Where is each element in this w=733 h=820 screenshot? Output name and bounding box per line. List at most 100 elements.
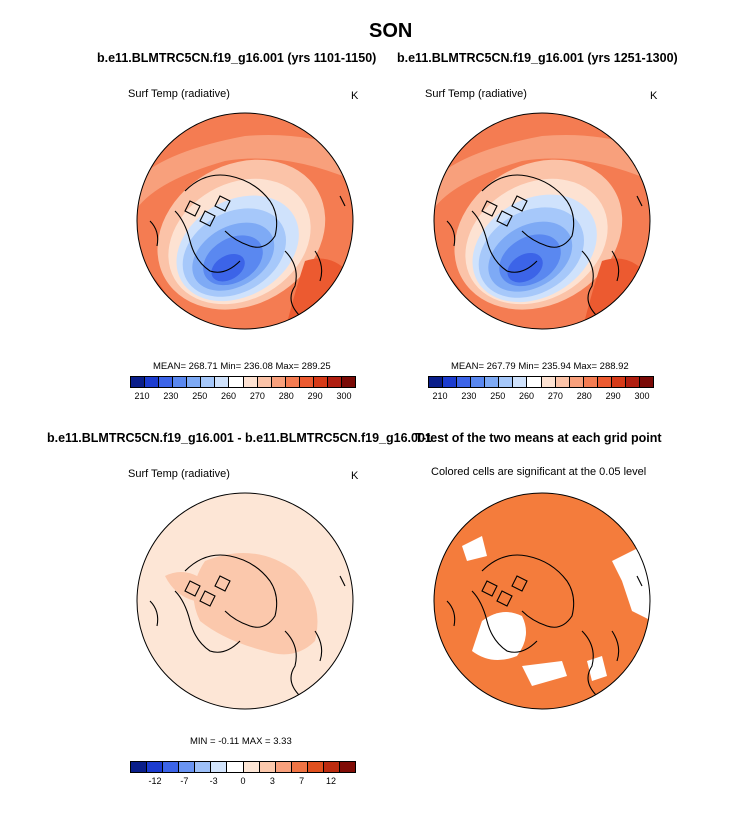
colorbar-tick-label: 270 (249, 391, 265, 401)
colorbar-swatch (131, 377, 146, 387)
colorbar-tick-label: 250 (490, 391, 506, 401)
colorbar-swatch (215, 377, 230, 387)
colorbar-swatch (257, 377, 272, 387)
colorbar-swatch (187, 377, 202, 387)
colorbar-tick-label: 0 (240, 776, 246, 786)
colorbar-tick-label: 280 (278, 391, 294, 401)
colorbar-tick-label: 300 (336, 391, 352, 401)
colorbar-tick-label: 270 (547, 391, 563, 401)
colorbar-tick-label: 300 (634, 391, 650, 401)
units-label-bottom-left: K (351, 470, 359, 482)
significance-label: Colored cells are significant at the 0.0… (431, 466, 647, 478)
units-label-top-left: K (351, 90, 359, 102)
map-border (433, 492, 651, 710)
colorbar-swatch (313, 377, 328, 387)
colorbar-swatch (299, 377, 314, 387)
map-top-right (433, 112, 651, 330)
colorbar-swatch (271, 377, 286, 387)
colorbar-tick-label: -7 (180, 776, 189, 786)
panel-title-bottom-left: b.e11.BLMTRC5CN.f19_g16.001 - b.e11.BLMT… (47, 431, 432, 445)
variable-label-top-left: Surf Temp (radiative) (128, 88, 230, 100)
map-zone-cold-5 (211, 253, 245, 282)
colorbar-tick-label: -12 (148, 776, 162, 786)
colorbar-swatch (340, 762, 356, 772)
colorbar-tick-label: 290 (307, 391, 323, 401)
colorbar-swatch (131, 762, 148, 772)
coastlines (446, 554, 643, 697)
colorbar-swatch (275, 762, 292, 772)
colorbar-swatch (243, 762, 260, 772)
colorbar-ticks-top-right: 210 230 250 260 270 280 290 300 (428, 391, 654, 403)
coastlines (149, 554, 346, 697)
colorbar-swatch (285, 377, 300, 387)
colorbar-swatch (457, 377, 472, 387)
panel-title-top-right: b.e11.BLMTRC5CN.f19_g16.001 (yrs 1251-13… (397, 51, 678, 65)
panel-title-top-left: b.e11.BLMTRC5CN.f19_g16.001 (yrs 1101-11… (97, 51, 377, 65)
map-nonsig-5 (587, 656, 607, 681)
colorbar-tick-label: 260 (519, 391, 535, 401)
colorbar-swatch (159, 377, 174, 387)
colorbar-swatch (471, 377, 486, 387)
colorbar-swatch (179, 762, 196, 772)
map-bottom-left (136, 492, 354, 710)
colorbar-swatch (291, 762, 308, 772)
map-zone-diff-3b (165, 572, 205, 601)
map-top-left (136, 112, 354, 330)
colorbar-swatch (307, 762, 324, 772)
colorbar-swatch (555, 377, 570, 387)
colorbar-swatch (201, 377, 216, 387)
colorbar-ticks-bottom-left: -12 -7 -3 0 3 7 12 (130, 776, 356, 788)
stats-bottom-left: MIN = -0.11 MAX = 3.33 (190, 736, 292, 747)
colorbar-swatch (429, 377, 444, 387)
colorbar-top-left (130, 376, 356, 388)
colorbar-swatch (569, 377, 584, 387)
colorbar-swatch (583, 377, 598, 387)
colorbar-tick-label: 210 (134, 391, 150, 401)
colorbar-swatch (625, 377, 640, 387)
page-title: SON (369, 20, 413, 42)
colorbar-tick-label: 3 (269, 776, 275, 786)
colorbar-swatch (173, 377, 188, 387)
map-nonsig-2 (462, 536, 487, 561)
colorbar-tick-label: 260 (221, 391, 237, 401)
colorbar-swatch (243, 377, 258, 387)
colorbar-swatch (195, 762, 212, 772)
colorbar-swatch (485, 377, 500, 387)
colorbar-swatch (229, 377, 244, 387)
coastlines (446, 174, 643, 317)
colorbar-bottom-left (130, 761, 356, 773)
colorbar-swatch (499, 377, 514, 387)
colorbar-tick-label: -3 (209, 776, 218, 786)
units-label-top-right: K (650, 90, 658, 102)
coastlines (149, 174, 346, 317)
colorbar-swatch (211, 762, 228, 772)
stats-top-right: MEAN= 267.79 Min= 235.94 Max= 288.92 (451, 361, 629, 372)
colorbar-swatch (227, 762, 244, 772)
colorbar-tick-label: 290 (605, 391, 621, 401)
colorbar-tick-label: 12 (325, 776, 337, 786)
map-nonsig-greenland (472, 612, 526, 660)
colorbar-swatch (163, 762, 180, 772)
colorbar-tick-label: 280 (576, 391, 592, 401)
colorbar-tick-label: 210 (432, 391, 448, 401)
variable-label-bottom-left: Surf Temp (radiative) (128, 468, 230, 480)
colorbar-swatch (611, 377, 626, 387)
colorbar-swatch (323, 762, 341, 772)
colorbar-tick-label: 7 (299, 776, 305, 786)
colorbar-swatch (513, 377, 528, 387)
variable-label-top-right: Surf Temp (radiative) (425, 88, 527, 100)
colorbar-swatch (259, 762, 276, 772)
colorbar-ticks-top-left: 210 230 250 260 270 280 290 300 (130, 391, 356, 403)
map-nonsig-4 (522, 661, 567, 686)
map-bottom-right (433, 492, 651, 710)
panel-title-bottom-right: T-test of the two means at each grid poi… (415, 431, 662, 445)
colorbar-swatch (145, 377, 160, 387)
colorbar-tick-label: 230 (461, 391, 477, 401)
colorbar-swatch (341, 377, 355, 387)
map-border (136, 492, 354, 710)
colorbar-tick-label: 230 (163, 391, 179, 401)
stats-top-left: MEAN= 268.71 Min= 236.08 Max= 289.25 (153, 361, 331, 372)
colorbar-top-right (428, 376, 654, 388)
map-zone-cold-5 (507, 252, 543, 283)
colorbar-swatch (597, 377, 612, 387)
